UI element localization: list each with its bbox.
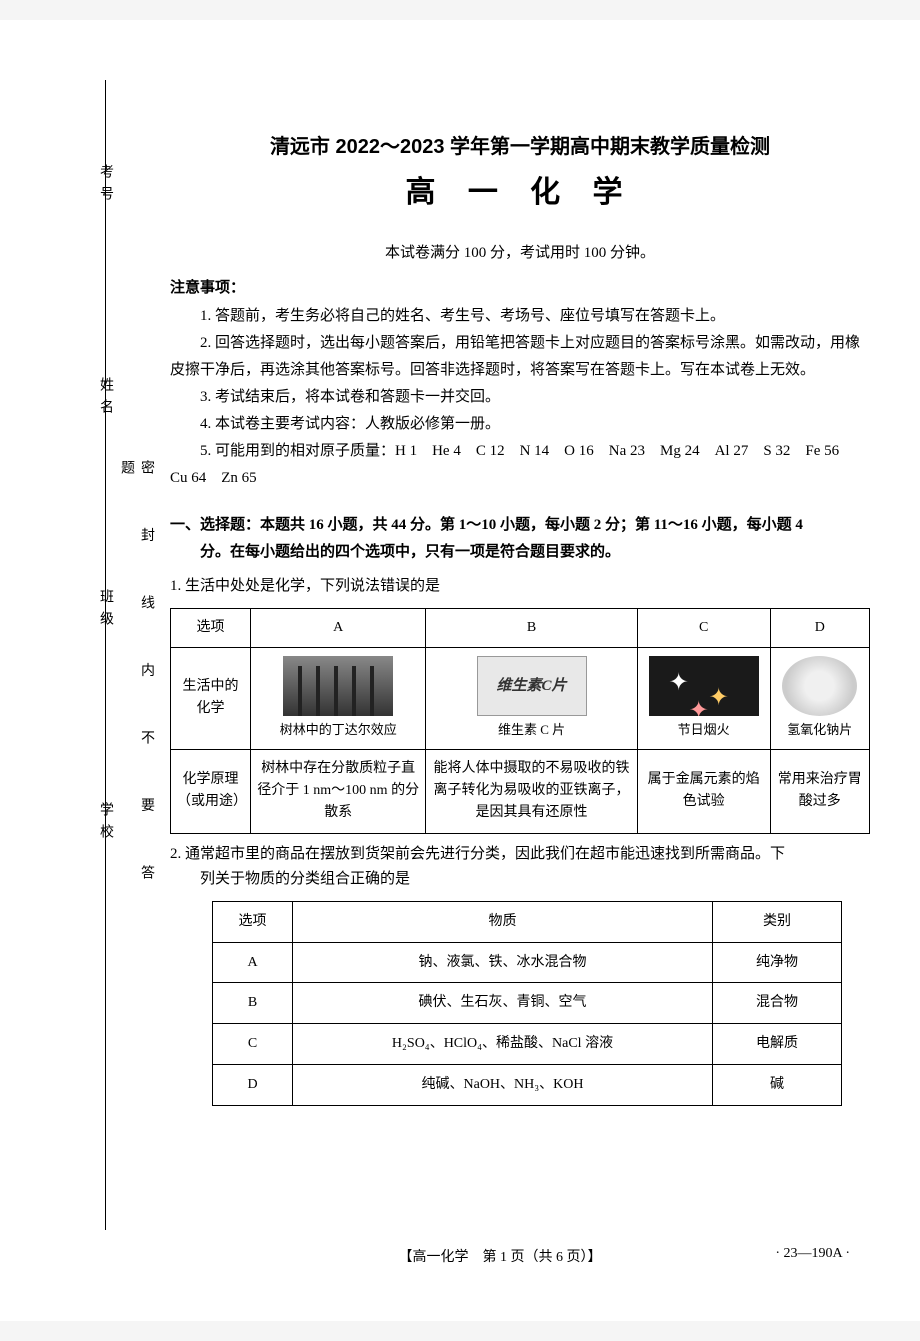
q2-header-row: 选项 物质 类别 xyxy=(213,901,842,942)
q1-r2-b: 能将人体中摄取的不易吸收的铁离子转化为易吸收的亚铁离子，是因其具有还原性 xyxy=(426,749,637,833)
q1-header-row: 选项 A B C D xyxy=(171,608,870,647)
q1-r1-label: 生活中的化学 xyxy=(171,647,251,749)
q2-d-sub: 纯碱、NaOH、NH₃、KOH xyxy=(293,1065,713,1106)
q1-h1: A xyxy=(251,608,426,647)
q1-h3: C xyxy=(637,608,770,647)
q1-h4: D xyxy=(770,608,869,647)
q1-r2-d: 常用来治疗胃酸过多 xyxy=(770,749,869,833)
q2-row-d: D 纯碱、NaOH、NH₃、KOH 碱 xyxy=(213,1065,842,1106)
notice-item-3: 3. 考试结束后，将本试卷和答题卡一并交回。 xyxy=(170,384,870,411)
q2-d-cat: 碱 xyxy=(713,1065,842,1106)
q1-img-b: 维生素C片 维生素 C 片 xyxy=(426,647,637,749)
naoh-tablet-image xyxy=(782,656,857,716)
q1-h0: 选项 xyxy=(171,608,251,647)
exam-title-line2: 高 一 化 学 xyxy=(170,167,870,211)
q2-b-cat: 混合物 xyxy=(713,983,842,1024)
notice-item-1: 1. 答题前，考生务必将自己的姓名、考生号、考场号、座位号填写在答题卡上。 xyxy=(170,303,870,330)
section1-title-l2: 分。在每小题给出的四个选项中，只有一项是符合题目要求的。 xyxy=(170,539,870,566)
seal-line-text: 密 封 线 内 不 要 答 题 xyxy=(116,460,156,910)
exam-page: 考号 姓名 班级 学校 密 封 线 内 不 要 答 题 清远市 2022～202… xyxy=(0,20,920,1321)
q2-text-l1: 2. 通常超市里的商品在摆放到货架前会先进行分类，因此我们在超市能迅速找到所需商… xyxy=(170,842,870,868)
notice-item-4: 4. 本试卷主要考试内容：人教版必修第一册。 xyxy=(170,411,870,438)
q2-h1: 物质 xyxy=(293,901,713,942)
margin-label-name: 姓名 xyxy=(95,339,115,459)
q2-b-opt: B xyxy=(213,983,293,1024)
q1-principle-row: 化学原理（或用途） 树林中存在分散质粒子直径介于 1 nm～100 nm 的分散… xyxy=(171,749,870,833)
q2-h2: 类别 xyxy=(713,901,842,942)
footer-code: · 23—190A · xyxy=(730,1246,850,1266)
q2-d-opt: D xyxy=(213,1065,293,1106)
q1-cap-c: 节日烟火 xyxy=(644,720,764,741)
q1-table: 选项 A B C D 生活中的化学 树林中的丁达尔效应 维生素C片 xyxy=(170,608,870,834)
fireworks-image xyxy=(649,656,759,716)
section1-title-l1: 一、选择题：本题共 16 小题，共 44 分。第 1～10 小题，每小题 2 分… xyxy=(170,517,803,533)
notice-title: 注意事项： xyxy=(170,276,870,297)
q1-img-d: 氢氧化钠片 xyxy=(770,647,869,749)
footer-left-spacer xyxy=(150,1246,270,1266)
footer-page-number: 【高一化学 第 1 页（共 6 页）】 xyxy=(270,1246,730,1266)
q2-c-cat: 电解质 xyxy=(713,1024,842,1065)
q2-h0: 选项 xyxy=(213,901,293,942)
margin-label-school: 学校 xyxy=(95,764,115,884)
question-1: 1. 生活中处处是化学，下列说法错误的是 选项 A B C D 生活中的化学 树… xyxy=(170,574,870,834)
notice-item-2: 2. 回答选择题时，选出每小题答案后，用铅笔把答题卡上对应题目的答案标号涂黑。如… xyxy=(170,330,870,384)
q1-r2-a: 树林中存在分散质粒子直径介于 1 nm～100 nm 的分散系 xyxy=(251,749,426,833)
q1-text: 1. 生活中处处是化学，下列说法错误的是 xyxy=(170,574,870,600)
q1-r2-c: 属于金属元素的焰色试验 xyxy=(637,749,770,833)
main-content: 清远市 2022～2023 学年第一学期高中期末教学质量检测 高 一 化 学 本… xyxy=(170,130,870,1106)
q2-row-b: B 碘伏、生石灰、青铜、空气 混合物 xyxy=(213,983,842,1024)
q2-text-l2: 列关于物质的分类组合正确的是 xyxy=(170,867,870,893)
q2-a-cat: 纯净物 xyxy=(713,942,842,983)
margin-label-examid: 考号 xyxy=(95,126,115,246)
margin-label-class: 班级 xyxy=(95,551,115,671)
page-footer: 【高一化学 第 1 页（共 6 页）】 · 23—190A · xyxy=(150,1246,850,1266)
exam-title-line1: 清远市 2022～2023 学年第一学期高中期末教学质量检测 xyxy=(170,130,870,159)
exam-info: 本试卷满分 100 分，考试用时 100 分钟。 xyxy=(170,241,870,262)
notice-item-5: 5. 可能用到的相对原子质量：H 1 He 4 C 12 N 14 O 16 N… xyxy=(170,438,870,492)
q2-row-a: A 钠、液氯、铁、冰水混合物 纯净物 xyxy=(213,942,842,983)
section1-title: 一、选择题：本题共 16 小题，共 44 分。第 1～10 小题，每小题 2 分… xyxy=(170,512,870,566)
q2-a-opt: A xyxy=(213,942,293,983)
forest-tyndall-image xyxy=(283,656,393,716)
q2-row-c: C H₂SO₄、HClO₄、稀盐酸、NaCl 溶液 电解质 xyxy=(213,1024,842,1065)
q2-a-sub: 钠、液氯、铁、冰水混合物 xyxy=(293,942,713,983)
vitamin-c-image: 维生素C片 xyxy=(477,656,587,716)
q2-c-sub: H₂SO₄、HClO₄、稀盐酸、NaCl 溶液 xyxy=(293,1024,713,1065)
q1-cap-b: 维生素 C 片 xyxy=(432,720,630,741)
q1-cap-a: 树林中的丁达尔效应 xyxy=(257,720,419,741)
vitc-label: 维生素C片 xyxy=(497,674,567,698)
q1-r2-label: 化学原理（或用途） xyxy=(171,749,251,833)
q1-image-row: 生活中的化学 树林中的丁达尔效应 维生素C片 维生素 C 片 节日烟火 xyxy=(171,647,870,749)
q1-cap-d: 氢氧化钠片 xyxy=(777,720,863,741)
q2-table: 选项 物质 类别 A 钠、液氯、铁、冰水混合物 纯净物 B 碘伏、生石灰、青铜、… xyxy=(212,901,842,1106)
q1-img-c: 节日烟火 xyxy=(637,647,770,749)
q1-h2: B xyxy=(426,608,637,647)
q2-c-opt: C xyxy=(213,1024,293,1065)
q2-b-sub: 碘伏、生石灰、青铜、空气 xyxy=(293,983,713,1024)
question-2: 2. 通常超市里的商品在摆放到货架前会先进行分类，因此我们在超市能迅速找到所需商… xyxy=(170,842,870,1106)
q1-img-a: 树林中的丁达尔效应 xyxy=(251,647,426,749)
